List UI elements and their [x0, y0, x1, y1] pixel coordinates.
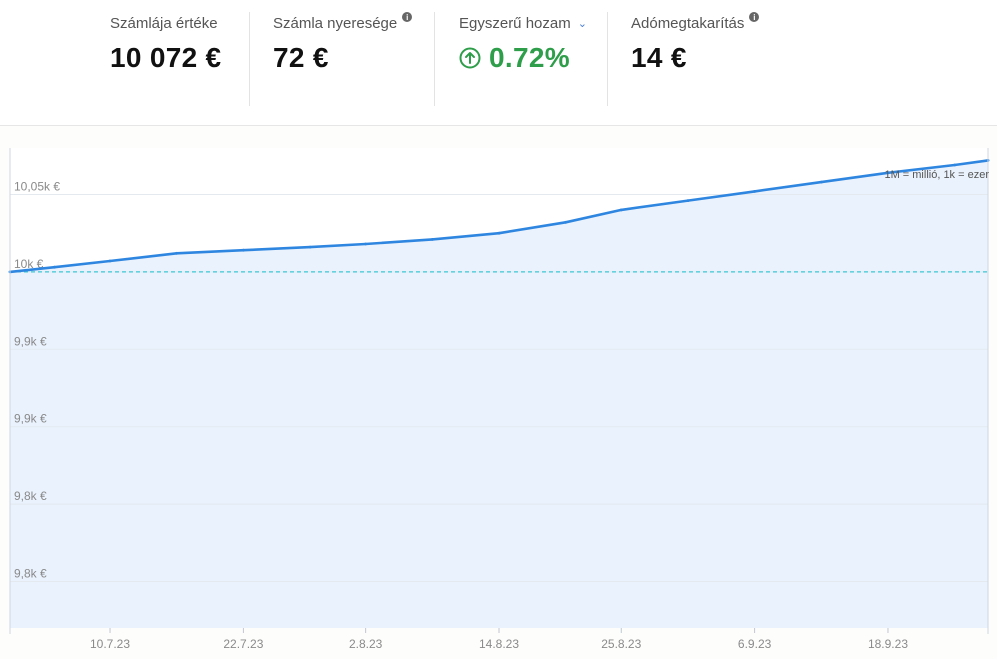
tax-saving-value: 14 €: [631, 42, 687, 73]
simple-return-value: 0.72%: [489, 42, 570, 73]
stats-bar: Számlája értéke 10 072 € Számla nyereség…: [0, 0, 997, 126]
simple-return-stat: Egyszerű hozam ⌄ 0.72%: [459, 12, 587, 106]
data-point-9: [564, 220, 568, 224]
y-tick-label-3: 9,9k €: [14, 412, 47, 426]
data-point-3: [175, 251, 179, 255]
data-point-13: [819, 180, 823, 184]
data-point-6: [364, 242, 367, 246]
x-tick-label-4: 25.8.23: [601, 637, 641, 651]
chevron-down-icon: ⌄: [577, 17, 587, 30]
x-tick-label-6: 18.9.23: [868, 637, 908, 651]
tax-saving-stat: Adómegtakarítás i 14 €: [631, 12, 760, 106]
stat-divider: [249, 12, 250, 106]
y-tick-label-0: 10,05k €: [14, 179, 60, 193]
arrow-up-circle-icon: [459, 47, 481, 69]
account-value: 10 072 €: [110, 42, 222, 73]
data-point-7: [430, 238, 434, 241]
data-point-1: [53, 265, 56, 269]
info-icon[interactable]: i: [749, 12, 760, 22]
account-profit-value: 72 €: [273, 42, 329, 73]
data-point-2: [108, 259, 112, 263]
x-tick-label-5: 6.9.23: [738, 637, 772, 651]
tax-saving-label: Adómegtakarítás i: [631, 12, 760, 34]
stat-divider: [434, 12, 435, 106]
x-tick-label-1: 22.7.23: [223, 637, 263, 651]
account-value-label: Számlája értéke: [110, 14, 218, 32]
info-icon[interactable]: i: [402, 12, 413, 22]
data-point-15: [953, 163, 957, 167]
y-tick-label-1: 10k €: [14, 257, 44, 271]
y-tick-label-4: 9,8k €: [14, 489, 47, 503]
simple-return-value-row: 0.72%: [459, 42, 587, 74]
account-value-stat: Számlája értéke 10 072 €: [110, 12, 221, 106]
data-point-4: [242, 248, 245, 252]
x-tick-label-0: 10.7.23: [90, 637, 130, 651]
unit-note: 1M = millió, 1k = ezer: [884, 169, 989, 181]
stat-divider: [607, 12, 608, 106]
data-point-12: [753, 190, 756, 193]
data-point-14: [886, 171, 890, 175]
data-point-8: [497, 231, 501, 235]
x-tick-label-2: 2.8.23: [349, 637, 383, 651]
area-fill: [10, 160, 988, 628]
x-tick-label-3: 14.8.23: [479, 637, 519, 651]
account-profit-stat: Számla nyeresége i 72 €: [273, 12, 413, 106]
data-point-5: [308, 245, 312, 249]
y-tick-label-2: 9,9k €: [14, 334, 47, 348]
y-tick-label-5: 9,8k €: [14, 567, 47, 581]
account-profit-label: Számla nyeresége i: [273, 12, 413, 34]
data-point-10: [619, 208, 623, 212]
data-point-11: [686, 199, 690, 203]
simple-return-dropdown[interactable]: Egyszerű hozam ⌄: [459, 14, 587, 32]
